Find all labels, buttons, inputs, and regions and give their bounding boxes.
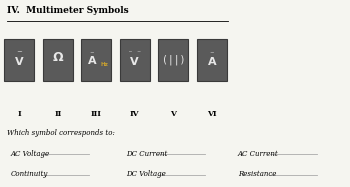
Text: V: V [15, 57, 23, 67]
Text: IV.  Multimeter Symbols: IV. Multimeter Symbols [7, 6, 129, 15]
Text: VI: VI [207, 110, 217, 118]
Text: (||): (||) [161, 55, 185, 65]
Text: I: I [18, 110, 21, 118]
Text: V: V [131, 57, 139, 67]
Text: Ω: Ω [52, 51, 63, 65]
Text: Resistance: Resistance [238, 170, 276, 178]
Text: AC Voltage: AC Voltage [10, 150, 50, 158]
FancyBboxPatch shape [43, 39, 73, 81]
Text: DC Voltage: DC Voltage [126, 170, 166, 178]
Text: Which symbol corresponds to:: Which symbol corresponds to: [7, 129, 115, 137]
Text: II: II [54, 110, 61, 118]
Text: Continuity: Continuity [10, 170, 48, 178]
Text: IV: IV [130, 110, 140, 118]
Text: ~: ~ [90, 50, 95, 55]
Text: III: III [91, 110, 102, 118]
FancyBboxPatch shape [197, 39, 227, 81]
Text: V: V [170, 110, 176, 118]
Text: DC Current: DC Current [126, 150, 167, 158]
Text: AC Current: AC Current [238, 150, 279, 158]
FancyBboxPatch shape [120, 39, 150, 81]
FancyBboxPatch shape [4, 39, 34, 81]
Text: Hz: Hz [101, 62, 108, 67]
Text: A: A [89, 56, 97, 66]
Text: ―  ―: ― ― [129, 49, 140, 54]
FancyBboxPatch shape [158, 39, 188, 81]
Text: A: A [208, 57, 216, 67]
Text: ~: ~ [209, 50, 214, 55]
FancyBboxPatch shape [81, 39, 111, 81]
Text: ~: ~ [16, 49, 22, 55]
